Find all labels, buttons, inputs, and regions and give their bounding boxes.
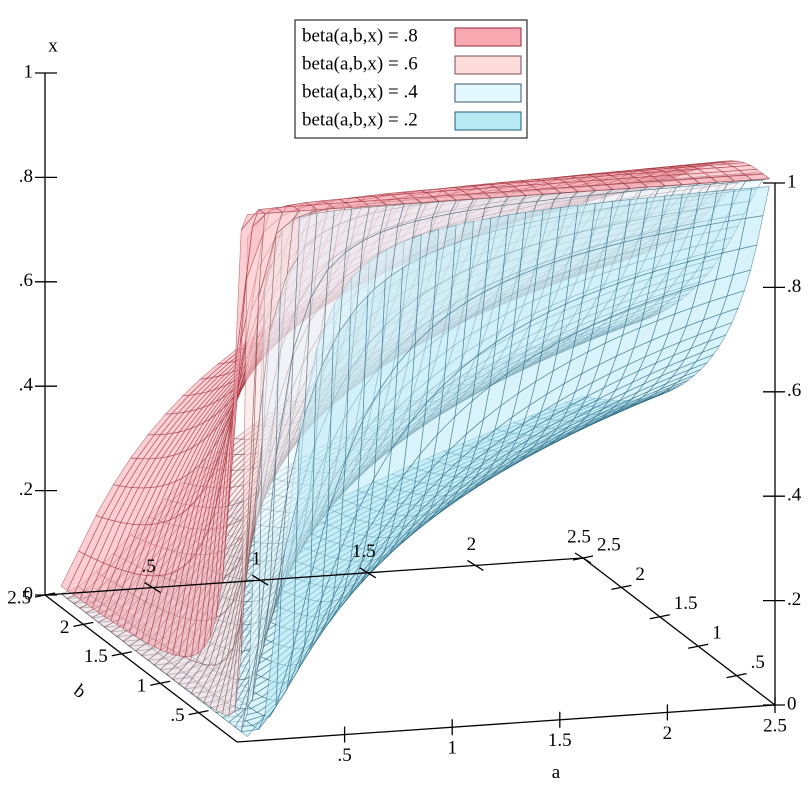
b-tick-label-back: 2 [635, 564, 645, 585]
b-tick-label-back: 2.5 [597, 534, 621, 555]
b-tick [111, 651, 132, 657]
legend-label: beta(a,b,x) = .4 [302, 81, 418, 102]
legend-swatch [454, 55, 522, 75]
a-axis [236, 704, 776, 743]
z-axis-label: x [48, 35, 58, 56]
b-tick-label-back: 1 [712, 623, 722, 644]
a-tick-label: 1.5 [548, 730, 572, 751]
a-tick-back [467, 559, 484, 571]
b-tick-back [611, 584, 632, 591]
z-tick-label-right: 0 [787, 693, 797, 714]
z-tick-label: .4 [19, 375, 34, 396]
legend-label: beta(a,b,x) = .2 [302, 109, 418, 130]
b-tick [150, 680, 171, 686]
b-axis-label: b [70, 680, 90, 702]
z-tick-label-right: 1 [787, 171, 797, 192]
z-tick-label-right: .8 [787, 276, 801, 297]
legend-label: beta(a,b,x) = .6 [302, 53, 418, 74]
a-axis-label: a [552, 762, 561, 783]
a-tick-label: 2 [663, 723, 673, 744]
b-tick-label: .5 [170, 705, 184, 726]
b-tick-back [572, 555, 594, 561]
a-tick-back [251, 574, 269, 586]
a-tick-label: 2.5 [763, 715, 787, 736]
z-tick-label: .8 [19, 166, 33, 187]
legend: beta(a,b,x) = .8 beta(a,b,x) = .6 beta(a,b… [294, 19, 528, 139]
z-tick-label: .6 [19, 270, 33, 291]
b-tick-label: 1 [137, 676, 147, 697]
legend-swatch [454, 27, 522, 47]
z-tick-label-right: .2 [787, 589, 801, 610]
b-tick-back [726, 672, 747, 679]
b-tick-label-back: 1.5 [674, 593, 698, 614]
a-tick-label: .5 [337, 745, 351, 766]
b-tick [188, 709, 209, 716]
legend-label: beta(a,b,x) = .8 [302, 25, 418, 46]
b-tick-label: 2 [60, 617, 70, 638]
a-tick-back [144, 582, 161, 594]
z-tick-label-right: .4 [787, 485, 802, 506]
b-tick-back [688, 643, 709, 649]
a-tick-back [359, 567, 377, 579]
a-axis-back [44, 557, 584, 596]
z-tick-label: .2 [19, 479, 33, 500]
b-axis-back [582, 557, 776, 706]
legend-swatch [454, 83, 522, 103]
z-tick-label: 0 [24, 583, 34, 604]
legend-swatch [454, 111, 522, 131]
b-tick-label-back: .5 [751, 652, 765, 673]
a-tick-label-back: 1 [251, 549, 261, 570]
b-axis [44, 594, 238, 743]
b-tick-label: 1.5 [84, 646, 108, 667]
b-tick-label: 2.5 [7, 587, 31, 608]
b-tick [73, 621, 94, 628]
a-tick-label-back: .5 [141, 556, 155, 577]
z-tick-label-right: .6 [787, 380, 801, 401]
surface-patch [293, 212, 318, 350]
z-tick-label: 1 [24, 61, 34, 82]
surface-patch [240, 209, 266, 231]
a-tick-label: 1 [447, 738, 457, 759]
a-tick-label-back: 2.5 [567, 526, 591, 547]
surfaces [60, 160, 771, 737]
a-tick-label-back: 1.5 [352, 541, 376, 562]
axes: .5 .5 1 1 1.5 1.5 2 2 2.5 2.5 .5 .5 1 1 1.5 1.5 2 2 2.5 2.5… [7, 35, 802, 783]
a-tick-label-back: 2 [467, 534, 477, 555]
b-tick-back [649, 614, 670, 620]
